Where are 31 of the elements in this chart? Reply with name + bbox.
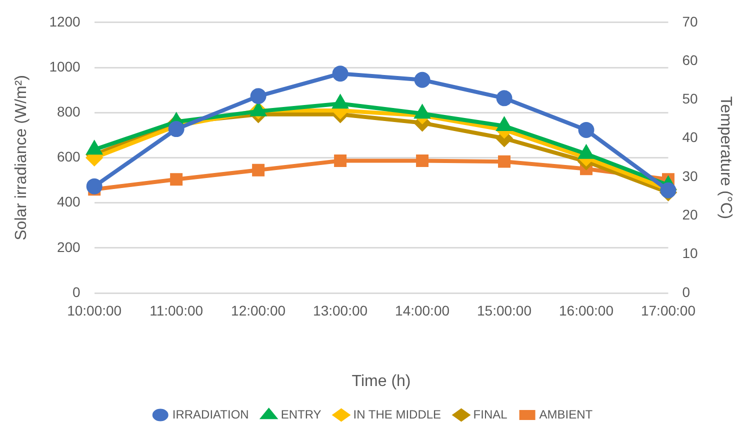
y2-tick-label: 60 [682, 52, 698, 68]
y-tick-label: 600 [56, 148, 81, 165]
legend-label: ENTRY [280, 407, 322, 422]
legend-label: FINAL [473, 407, 508, 422]
y2-tick-label: 40 [682, 129, 698, 146]
y2-tick-label: 70 [682, 13, 698, 30]
x-tick-label: 13:00:00 [313, 302, 368, 318]
x-tick-label: 15:00:00 [477, 302, 532, 318]
x-tick-label: 14:00:00 [395, 302, 450, 318]
y2-tick-label: 0 [682, 284, 690, 300]
y2-axis-title: Temperature (°C) [716, 96, 734, 220]
legend-label: IN THE MIDDLE [353, 407, 442, 422]
legend-label: AMBIENT [539, 407, 594, 422]
y-tick-label: 200 [56, 238, 81, 255]
y-tick-label: 0 [72, 284, 81, 300]
x-axis-title: Time (h) [352, 372, 411, 390]
y2-tick-label: 50 [682, 90, 698, 107]
y-tick-label: 1200 [49, 13, 81, 30]
y2-tick-label: 20 [682, 206, 698, 223]
legend-label: IRRADIATION [172, 407, 249, 422]
x-tick-label: 17:00:00 [640, 302, 696, 318]
y-axis-title: Solar irradiance (W/m²) [13, 75, 30, 240]
x-tick-label: 12:00:00 [231, 302, 286, 318]
y-tick-label: 400 [56, 194, 81, 210]
x-tick-label: 11:00:00 [150, 302, 204, 318]
y-tick-label: 1000 [49, 58, 81, 74]
x-tick-label: 10:00:00 [67, 302, 122, 318]
x-tick-label: 16:00:00 [558, 302, 614, 318]
y-tick-label: 800 [56, 103, 81, 120]
y2-tick-label: 30 [682, 168, 698, 184]
y2-tick-label: 10 [682, 245, 698, 262]
